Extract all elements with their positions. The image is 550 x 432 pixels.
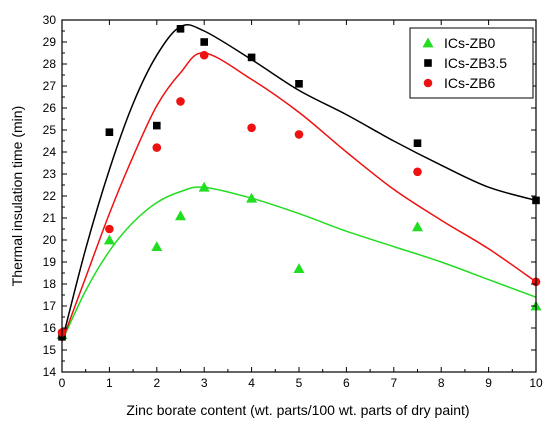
data-point-series-2 [200, 38, 208, 46]
y-tick-label: 29 [43, 35, 57, 49]
fit-curve-1 [61, 186, 537, 342]
y-tick-label: 22 [43, 189, 57, 203]
data-point-series-2 [295, 80, 303, 88]
data-point-series-1 [198, 181, 210, 192]
legend-marker [423, 78, 433, 88]
x-tick-label: 8 [438, 376, 445, 390]
y-tick-label: 27 [43, 79, 57, 93]
legend-marker [422, 37, 434, 48]
y-tick-label: 30 [43, 13, 57, 27]
data-point-series-2 [153, 121, 161, 130]
x-tick-label: 0 [59, 376, 66, 390]
fit-curve-2 [61, 24, 537, 342]
y-tick-label: 21 [43, 211, 57, 225]
y-tick-label: 15 [43, 343, 57, 357]
x-axis-label: Zinc borate content (wt. parts/100 wt. p… [126, 402, 469, 418]
x-tick-label: 3 [201, 376, 208, 390]
y-tick-label: 26 [43, 101, 57, 115]
y-tick-label: 14 [43, 365, 57, 379]
data-point-series-2 [413, 139, 422, 147]
fit-curve-3 [61, 52, 537, 342]
data-point-series-1 [412, 221, 423, 232]
legend-label: ICs-ZB0 [444, 35, 496, 51]
y-tick-label: 17 [43, 299, 57, 313]
y-tick-label: 20 [43, 233, 57, 247]
y-tick-label: 18 [43, 277, 57, 291]
x-tick-label: 1 [106, 376, 113, 390]
data-point-series-2 [105, 128, 114, 136]
x-tick-label: 10 [529, 376, 543, 390]
x-tick-label: 7 [390, 376, 397, 390]
legend-marker [424, 59, 432, 67]
y-tick-label: 25 [43, 123, 57, 137]
data-point-series-2 [247, 53, 256, 62]
y-axis-label: Thermal insulation time (min) [9, 106, 25, 287]
data-point-series-3 [413, 167, 422, 177]
legend: ICs-ZB0 ICs-ZB3.5 ICs-ZB6 [409, 27, 534, 99]
data-point-series-3 [105, 224, 114, 234]
legend-label: ICs-ZB3.5 [444, 55, 507, 71]
y-tick-label: 16 [43, 321, 57, 335]
x-tick-label: 5 [296, 376, 303, 390]
axes: 0 1 2 3 4 5 6 7 8 9 101415161718192021222324252627… [43, 13, 543, 390]
data-point-series-1 [103, 234, 115, 245]
fit-curves [61, 24, 537, 342]
data-point-series-3 [294, 130, 304, 139]
y-tick-label: 24 [43, 145, 57, 159]
legend-label: ICs-ZB6 [444, 75, 496, 91]
x-tick-label: 4 [248, 376, 255, 390]
y-tick-label: 23 [43, 167, 57, 181]
data-point-series-3 [247, 123, 256, 133]
data-point-series-3 [199, 50, 209, 60]
data-point-series-3 [176, 97, 185, 106]
data-point-series-2 [176, 25, 185, 33]
data-point-series-1 [246, 192, 258, 203]
y-tick-label: 19 [43, 255, 57, 269]
y-tick-label: 28 [43, 57, 57, 71]
x-tick-label: 9 [485, 376, 492, 390]
data-point-series-1 [293, 263, 305, 273]
data-point-series-1 [175, 210, 186, 221]
x-tick-label: 6 [343, 376, 350, 390]
data-point-series-3 [152, 143, 162, 152]
x-tick-label: 2 [153, 376, 160, 390]
data-point-series-1 [151, 241, 163, 251]
